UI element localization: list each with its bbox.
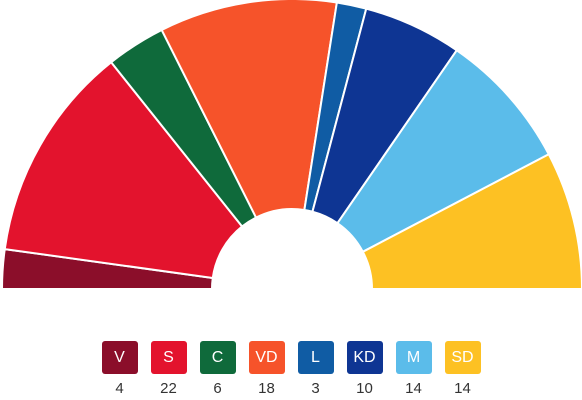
legend-value-sd: 14	[454, 380, 471, 397]
legend-item-m: M 14	[395, 341, 432, 397]
legend-item-kd: KD 10	[346, 341, 383, 397]
legend-value-m: 14	[405, 380, 422, 397]
legend-value-l: 3	[311, 380, 320, 397]
legend-item-s: S 22	[150, 341, 187, 397]
legend-item-c: C 6	[199, 341, 236, 397]
legend-badge-vd: VD	[248, 341, 285, 374]
legend-item-v: V 4	[101, 341, 138, 397]
legend-value-c: 6	[213, 380, 222, 397]
legend-badge-c: C	[199, 341, 236, 374]
legend-badge-kd: KD	[346, 341, 383, 374]
legend-value-s: 22	[160, 380, 177, 397]
legend: V 4 S 22 C 6 VD 18 L 3 KD 10 M 14 SD 14	[0, 341, 582, 396]
legend-value-kd: 10	[356, 380, 373, 397]
legend-badge-s: S	[150, 341, 187, 374]
legend-badge-sd: SD	[444, 341, 481, 374]
legend-value-vd: 18	[258, 380, 275, 397]
legend-badge-l: L	[297, 341, 334, 374]
legend-badge-m: M	[395, 341, 432, 374]
legend-badge-v: V	[101, 341, 138, 374]
chart-slices	[1, 0, 582, 290]
legend-value-v: 4	[115, 380, 124, 397]
slice-vd	[160, 0, 338, 219]
legend-item-vd: VD 18	[248, 341, 285, 397]
legend-item-sd: SD 14	[444, 341, 481, 397]
slice-s	[3, 61, 244, 279]
legend-item-l: L 3	[297, 341, 334, 397]
